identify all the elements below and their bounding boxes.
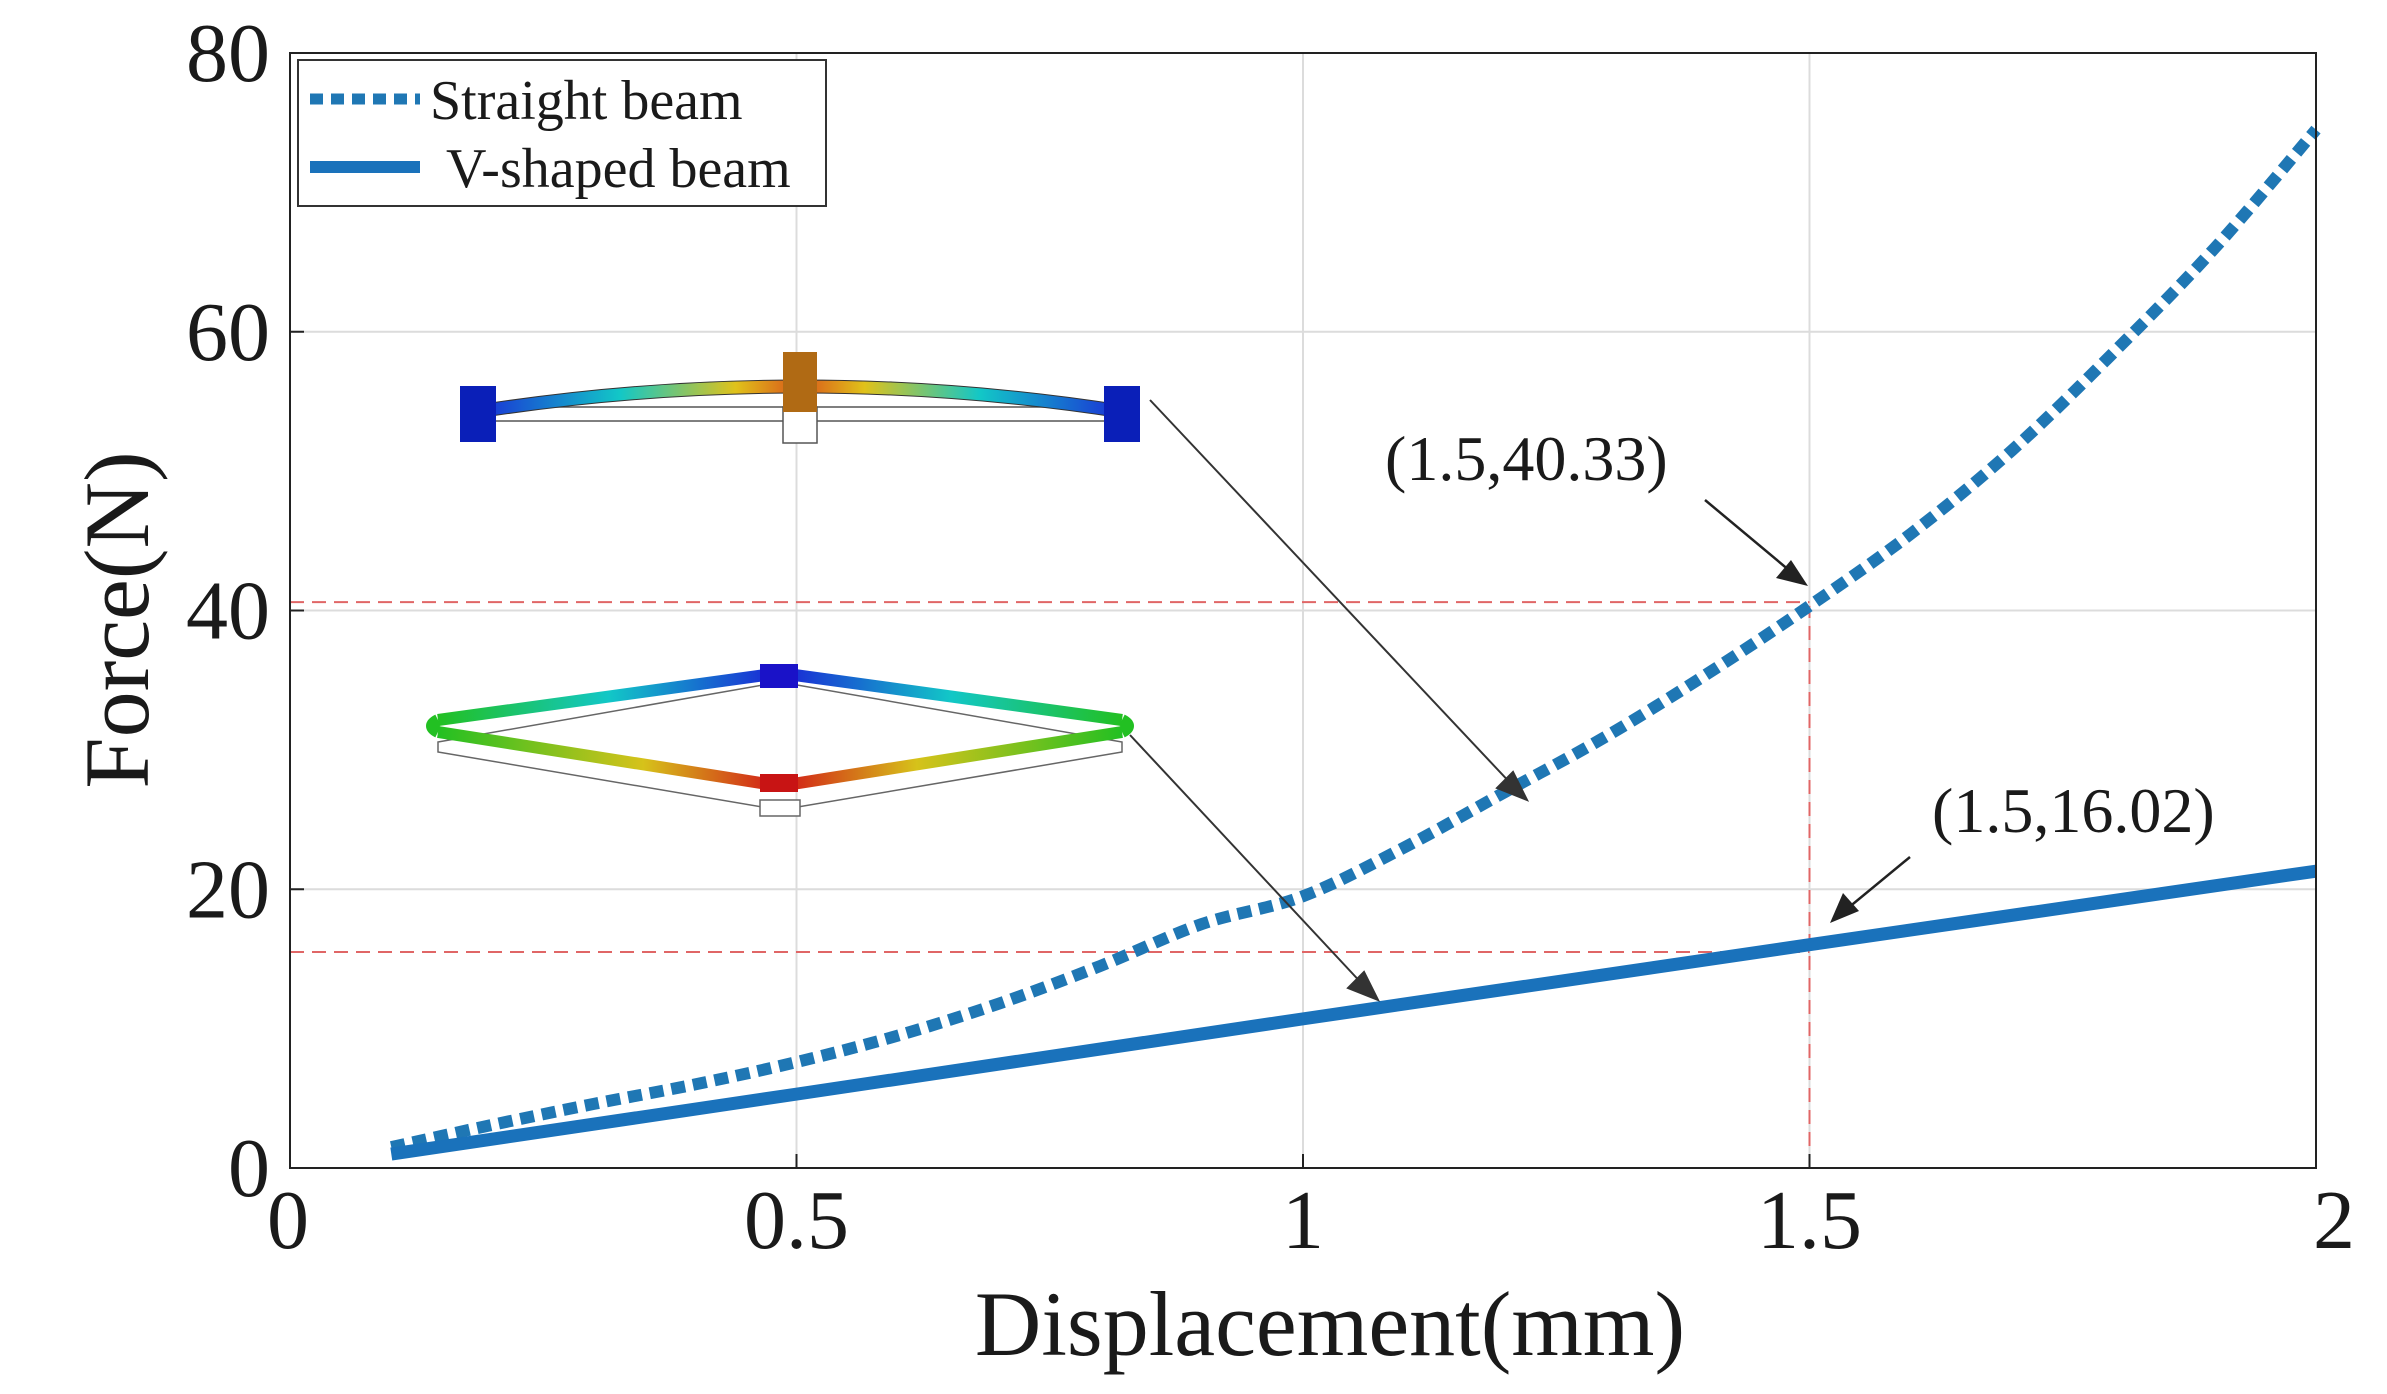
arrowhead-straight-inset <box>1495 770 1530 802</box>
v-beam-top-block <box>760 664 798 688</box>
inset-arrows <box>1129 399 1530 1002</box>
annotation-v-beam-point: (1.5,16.02) <box>1932 775 2215 846</box>
x-tick-label-2: 1 <box>1282 1174 1324 1267</box>
v-beam-right-end <box>1119 714 1134 738</box>
v-beam-left-end <box>426 714 441 738</box>
reference-lines <box>290 601 1811 1168</box>
x-tick-label-4: 2 <box>2313 1174 2355 1267</box>
x-tick-label-0: 0 <box>267 1174 309 1267</box>
straight-beam-center-block <box>783 352 817 412</box>
annotation-arrow-straight <box>1704 499 1797 577</box>
legend-label-straight-beam: Straight beam <box>430 70 743 132</box>
legend-box <box>297 59 827 207</box>
annotation-straight-beam-point: (1.5,40.33) <box>1385 423 1668 494</box>
x-tick-label-1: 0.5 <box>744 1174 849 1267</box>
straight-beam-center-outline <box>782 406 818 444</box>
annotation-arrowhead-straight <box>1776 560 1808 586</box>
point-annotations: (1.5,40.33) (1.5,16.02) <box>1385 423 2215 923</box>
legend-label-v-shaped-beam: V-shaped beam <box>446 138 791 200</box>
straight-beam-deformation-inset <box>460 352 1140 444</box>
v-beam-center-outline <box>759 799 801 817</box>
y-tick-label-2: 40 <box>186 565 270 658</box>
series-line-straight-beam <box>390 125 2321 1153</box>
legend: Straight beam V-shaped beam <box>297 59 827 207</box>
y-tick-label-3: 60 <box>186 286 270 379</box>
straight-beam-left-anchor <box>460 386 496 442</box>
series-line-v-shaped-beam <box>390 864 2317 1161</box>
series <box>390 125 2321 1161</box>
v-beam-deformation-inset <box>426 664 1134 817</box>
y-tick-label-0: 0 <box>228 1122 270 1215</box>
arrow-v-inset-to-curve <box>1129 734 1367 989</box>
x-tick-label-3: 1.5 <box>1757 1174 1862 1267</box>
y-tick-label-1: 20 <box>186 843 270 936</box>
y-axis-label: Force(N) <box>66 451 168 788</box>
arrow-straight-inset-to-curve <box>1149 399 1516 789</box>
straight-beam-right-anchor <box>1104 386 1140 442</box>
arrowhead-v-inset <box>1346 970 1381 1002</box>
y-tick-label-4: 80 <box>186 7 270 100</box>
annotation-arrow-v <box>1841 856 1911 914</box>
v-beam-bottom-block <box>760 774 798 792</box>
annotation-arrowhead-v <box>1830 893 1859 923</box>
x-axis-label: Displacement(mm) <box>975 1273 1685 1375</box>
